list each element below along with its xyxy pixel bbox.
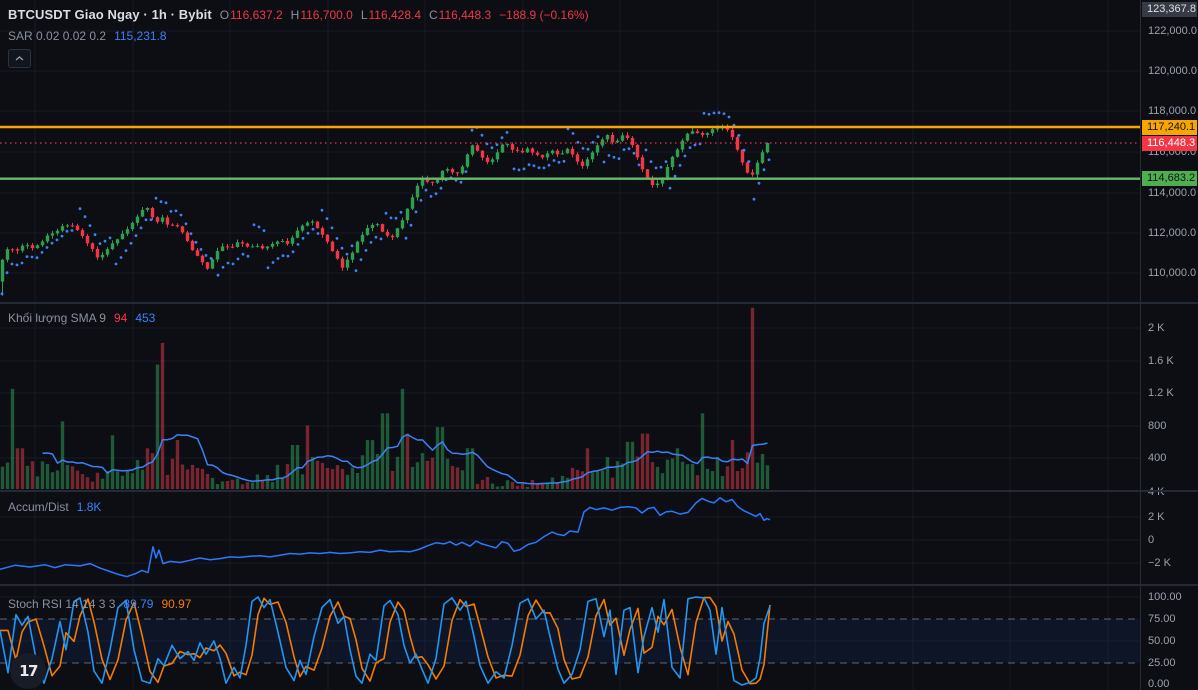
axis-high-badge: 123,367.8 <box>1142 2 1197 17</box>
axis-tick-label: 122,000.0 <box>1148 25 1197 37</box>
stoch-d-value: 90.97 <box>161 597 192 611</box>
pane-separator-stoch[interactable] <box>0 584 1198 586</box>
axis-tick-label: 114,000.0 <box>1148 187 1197 199</box>
axis-orange-line-badge: 117,240.1 <box>1142 120 1197 135</box>
sar-legend: SAR 0.02 0.02 0.2 115,231.8 <box>8 29 167 43</box>
axis-tick-label: 1.6 K <box>1148 355 1174 367</box>
axis-tick-label: 400 <box>1148 452 1167 464</box>
axis-tick-label: 0 <box>1148 534 1155 546</box>
axis-last-price-badge: 116,448.3 <box>1142 136 1197 151</box>
axis-tick-label: 75.00 <box>1148 613 1176 625</box>
axis-tick-label: 120,000.0 <box>1148 65 1197 77</box>
ohlc-close: C 116,448.3 <box>429 8 492 22</box>
axis-tick-label: 0.00 <box>1148 678 1170 690</box>
axis-tick-label: 2 K <box>1148 511 1165 523</box>
axis-tick-label: 1.2 K <box>1148 387 1174 399</box>
accum-legend: Accum/Dist 1.8K <box>8 500 101 514</box>
price-axis[interactable]: 123,367.8 117,240.1 116,448.3 114,683.2 … <box>1140 0 1198 690</box>
volume-label[interactable]: Khối lượng SMA 9 <box>8 311 106 325</box>
ohlc-low: L 116,428.4 <box>360 8 421 22</box>
volume-sma-blue: 453 <box>135 311 156 325</box>
sar-value: 115,231.8 <box>114 29 167 43</box>
ohlc-open: O 116,637.2 <box>219 8 283 22</box>
stoch-label[interactable]: Stoch RSI 14 14 3 3 <box>8 597 116 611</box>
chart-svg <box>0 0 1140 690</box>
axis-tick-label: 2 K <box>1148 322 1165 334</box>
axis-tick-label: 118,000.0 <box>1148 105 1197 117</box>
axis-tick-label: 800 <box>1148 420 1167 432</box>
stoch-k-value: 89.79 <box>123 597 154 611</box>
tradingview-logo[interactable]: 17 <box>10 653 46 689</box>
volume-legend: Khối lượng SMA 9 94 453 <box>8 311 155 325</box>
axis-tick-label: 112,000.0 <box>1148 227 1197 239</box>
pane-separator-accum[interactable] <box>0 490 1198 492</box>
legend-collapse-button[interactable] <box>8 49 31 68</box>
accum-label[interactable]: Accum/Dist <box>8 500 69 514</box>
axis-tick-label: 50.00 <box>1148 635 1176 647</box>
axis-tick-label: 25.00 <box>1148 657 1176 669</box>
ohlc-high: H 116,700.0 <box>290 8 353 22</box>
main-legend: BTCUSDT Giao Ngay · 1h · Bybit O 116,637… <box>8 7 589 22</box>
volume-sma-red: 94 <box>113 311 128 325</box>
axis-tick-label: −2 K <box>1148 557 1171 569</box>
sar-label[interactable]: SAR 0.02 0.02 0.2 <box>8 29 107 43</box>
price-change: −188.9 (−0.16%) <box>499 8 589 22</box>
accum-value: 1.8K <box>76 500 102 514</box>
chart-canvas[interactable] <box>0 0 1140 690</box>
symbol-title[interactable]: BTCUSDT Giao Ngay · 1h · Bybit <box>8 7 212 22</box>
axis-tick-label: 110,000.0 <box>1148 267 1197 279</box>
stoch-legend: Stoch RSI 14 14 3 3 89.79 90.97 <box>8 597 191 611</box>
axis-tick-label: 4 K <box>1148 486 1165 498</box>
tradingview-logo-glyph: 17 <box>19 662 38 680</box>
pane-separator-volume[interactable] <box>0 302 1198 304</box>
chevron-up-icon <box>15 56 24 61</box>
axis-green-line-badge: 114,683.2 <box>1142 171 1197 186</box>
axis-tick-label: 100.00 <box>1148 591 1182 603</box>
